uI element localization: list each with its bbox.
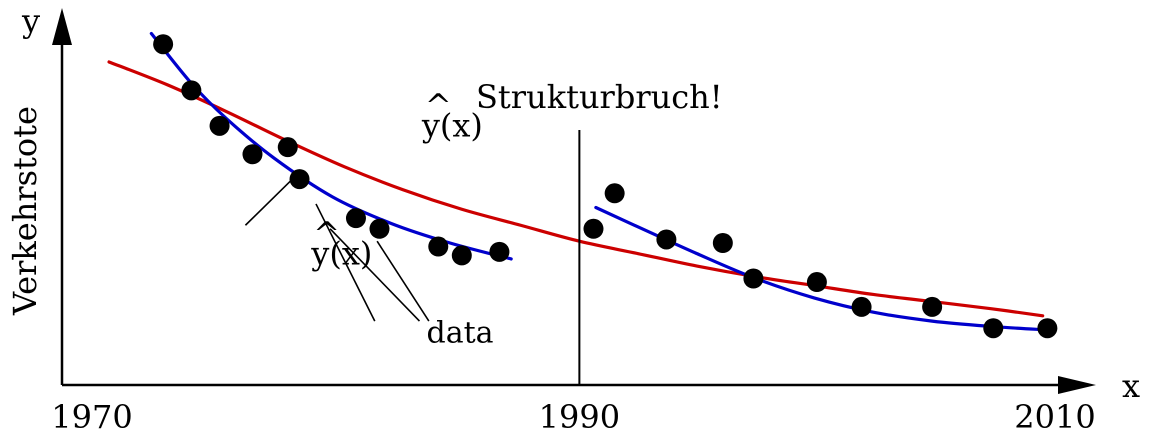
data-point [451,245,472,266]
fit-segment-leader-line [244,178,294,226]
fit-segment-label: ^ y(x) [310,214,372,272]
fit-curve-2 [594,205,1049,332]
data-point [806,272,827,293]
data-point [983,318,1004,339]
fit-curve-0 [107,60,1045,318]
data-point [153,34,174,55]
fit-segment-name: y(x) [310,234,372,272]
fit-segment-hat: ^ [313,214,340,252]
data-point [277,137,298,158]
data-point [922,296,943,317]
data-leader-line [376,240,430,322]
data-leader-line [315,203,376,322]
labels: y x Verkehrstote Strukturbruch! data ^ y… [6,2,1140,435]
data-point [181,80,202,101]
data-point [712,233,733,253]
data-point [851,296,872,317]
data-point [743,268,764,289]
x-tick-label: 2010 [1014,398,1095,435]
data-point [604,183,625,204]
data-annotation-label: data [427,315,494,350]
y-axis-title: Verkehrstote [6,106,44,316]
structural-break-label: Strukturbruch! [476,78,723,116]
data-point [345,208,366,229]
data-point [369,218,390,239]
data-point [289,169,310,190]
x-axis-arrow-icon [1058,376,1096,394]
fit-overall-name: y(x) [421,107,483,145]
data-point [242,144,263,165]
y-axis-label: y [21,2,40,40]
data-points [153,34,1058,339]
data-point [489,241,510,262]
data-point [583,218,604,239]
x-axis-label: x [1122,367,1140,405]
data-point [428,236,449,257]
data-leader-line [329,228,421,322]
fit-overall-hat: ^ [425,87,452,125]
axes [52,8,1096,394]
data-point [656,229,677,250]
fit-overall-label: ^ y(x) [421,87,483,145]
data-point [1037,318,1058,339]
x-tick-label: 1990 [539,398,620,435]
x-tick-label: 1970 [51,398,132,435]
y-axis-arrow-icon [52,8,72,45]
data-point [209,115,230,136]
